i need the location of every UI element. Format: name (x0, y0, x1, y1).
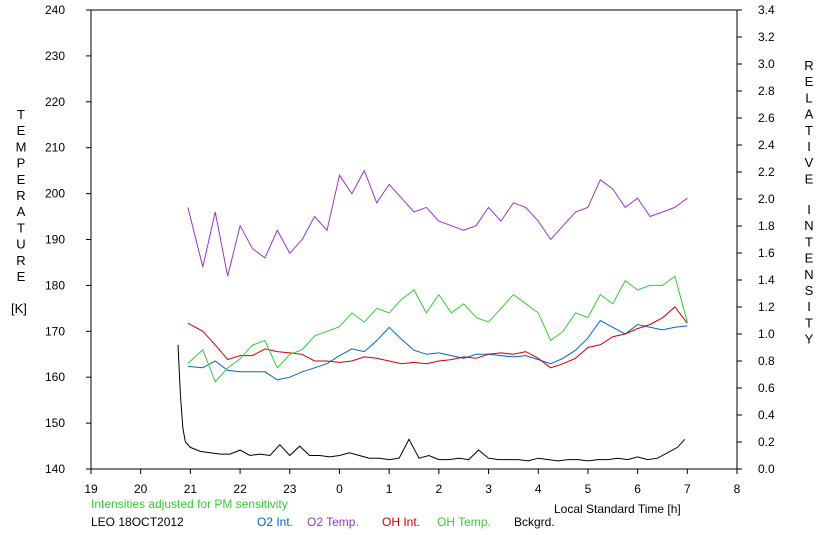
y-right-tick-label: 0.6 (758, 381, 775, 395)
y-right-label-letter: N (804, 267, 813, 282)
y-left-unit: [K] (11, 301, 27, 316)
legend: O2 Int. O2 Temp. OH Int. OH Temp. Bckgrd. (257, 515, 555, 529)
y-right-label-letter: N (804, 218, 813, 233)
y-left-label-letter: A (17, 204, 26, 219)
y-left-label-letter: R (16, 253, 25, 268)
station-label: LEO 18OCT2012 (91, 515, 184, 529)
y-right-label-letter: A (805, 107, 814, 122)
series-oh-temp (187, 275, 688, 383)
x-tick-label: 3 (485, 482, 492, 496)
y-left-tick-label: 190 (45, 233, 65, 247)
y-right-tick-label: 2.6 (758, 111, 775, 125)
y-right-tick-label: 1.4 (758, 273, 775, 287)
y-right-label-letter: T (805, 234, 813, 249)
legend-entry: O2 Temp. (307, 515, 359, 529)
y-right-label-letter: I (807, 202, 811, 217)
x-tick-label: 7 (684, 482, 691, 496)
y-right-tick-label: 0.4 (758, 408, 775, 422)
y-left-tick-label: 240 (45, 3, 65, 17)
series-lines (177, 169, 688, 462)
plot-frame (86, 9, 742, 474)
x-tick-label: 23 (283, 482, 297, 496)
x-tick-label: 8 (734, 482, 741, 496)
y-right-tick-label: 1.2 (758, 300, 775, 314)
y-left-tick-label: 150 (45, 416, 65, 430)
y-left-label-letter: R (16, 188, 25, 203)
y-right-tick-label: 1.0 (758, 327, 775, 341)
x-tick-label: 6 (634, 482, 641, 496)
y-left-label-letter: U (16, 237, 25, 252)
y-right-label-letter: T (805, 123, 813, 138)
y-left-tick-label: 220 (45, 95, 65, 109)
series-bckgrd (177, 344, 686, 462)
y-right-label-letter: Y (805, 332, 814, 347)
y-right-label-letter: L (805, 90, 812, 105)
y-right-label-letter: I (807, 299, 811, 314)
y-left-tick-label: 140 (45, 462, 65, 476)
y-left-label-letter: M (16, 139, 27, 154)
legend-entry: O2 Int. (257, 515, 293, 529)
y-right-tick-label: 0.0 (758, 462, 775, 476)
y-right-label-letter: E (805, 171, 814, 186)
series-o2-temp (187, 169, 688, 277)
x-axis-label: Local Standard Time [h] (554, 502, 681, 516)
y-right-label-letter: E (805, 74, 814, 89)
x-tick-label: 22 (233, 482, 247, 496)
x-tick-label: 2 (436, 482, 443, 496)
y-right-tick-label: 3.4 (758, 3, 775, 17)
y-right-label-letter: T (805, 315, 813, 330)
y-left-label-letter: E (17, 269, 26, 284)
y-right-tick-label: 0.8 (758, 354, 775, 368)
y-right-tick-label: 3.2 (758, 30, 775, 44)
y-left-tick-label: 170 (45, 324, 65, 338)
y-right-tick-label: 0.2 (758, 435, 775, 449)
y-left-label-letter: T (17, 107, 25, 122)
pm-sensitivity-note: Intensities adjusted for PM sensitivity (91, 497, 288, 511)
plot-border (90, 9, 738, 470)
y-left-tick-label: 200 (45, 187, 65, 201)
y-right-label-letter: S (805, 283, 814, 298)
series-oh-int (187, 306, 688, 369)
y-right-label-letter: I (807, 139, 811, 154)
legend-entry: OH Int. (382, 515, 420, 529)
legend-entry: OH Temp. (437, 515, 491, 529)
legend-entry: Bckgrd. (514, 515, 555, 529)
y-right-tick-label: 3.0 (758, 57, 775, 71)
y-right-label-letter: V (805, 155, 814, 170)
y-right-tick-label: 2.2 (758, 165, 775, 179)
x-tick-label: 1 (386, 482, 393, 496)
y-left-tick-label: 230 (45, 49, 65, 63)
y-right-tick-label: 1.6 (758, 246, 775, 260)
series-o2-int (187, 319, 688, 381)
y-left-label-letter: P (17, 156, 26, 171)
y-right-tick-label: 1.8 (758, 219, 775, 233)
x-tick-label: 19 (84, 482, 98, 496)
y-left-label-letter: E (17, 123, 26, 138)
x-tick-label: 4 (535, 482, 542, 496)
axis-labels: 19 20 21 22 23 0 1 2 3 4 5 6 7 8140150160170180190200… (16, 3, 814, 496)
y-right-label-letter: E (805, 251, 814, 266)
y-right-tick-label: 2.8 (758, 84, 775, 98)
y-right-label-letter: R (804, 58, 813, 73)
x-tick-label: 0 (336, 482, 343, 496)
y-left-tick-label: 180 (45, 278, 65, 292)
x-tick-label: 20 (134, 482, 148, 496)
x-tick-label: 21 (184, 482, 198, 496)
x-tick-label: 5 (585, 482, 592, 496)
y-right-tick-label: 2.4 (758, 138, 775, 152)
y-left-label-letter: E (17, 172, 26, 187)
y-left-tick-label: 210 (45, 141, 65, 155)
y-left-tick-label: 160 (45, 370, 65, 384)
y-left-label-letter: T (17, 220, 25, 235)
y-right-tick-label: 2.0 (758, 192, 775, 206)
